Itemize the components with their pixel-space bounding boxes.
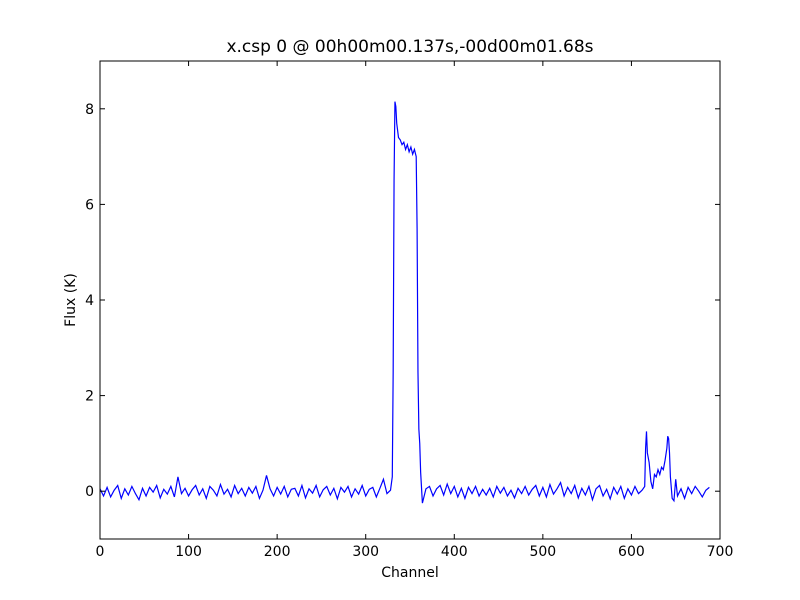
x-axis-label: Channel — [381, 565, 438, 581]
y-tick-label: 6 — [85, 197, 94, 213]
y-tick-label: 0 — [85, 484, 94, 500]
y-tick-label: 4 — [85, 293, 94, 309]
y-axis-label: Flux (K) — [63, 273, 79, 327]
x-tick-label: 100 — [175, 544, 202, 560]
x-tick-label: 700 — [707, 544, 734, 560]
chart-title: x.csp 0 @ 00h00m00.137s,-00d00m01.68s — [226, 37, 593, 57]
x-tick-label: 500 — [529, 544, 556, 560]
x-tick-label: 0 — [96, 544, 105, 560]
x-tick-label: 300 — [352, 544, 379, 560]
x-tick-label: 600 — [618, 544, 645, 560]
x-tick-label: 200 — [264, 544, 291, 560]
y-tick-label: 2 — [85, 389, 94, 405]
x-tick-label: 400 — [441, 544, 468, 560]
y-tick-label: 8 — [85, 102, 94, 118]
data-line — [99, 101, 710, 504]
